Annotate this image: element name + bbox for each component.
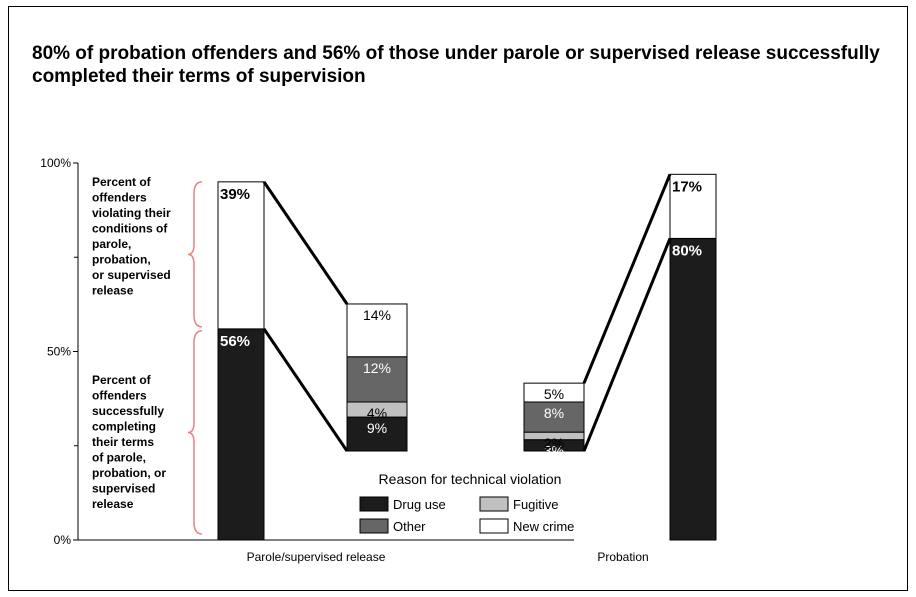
bar-successful	[217, 328, 265, 541]
breakdown-segment-new-crime	[346, 303, 408, 358]
legend-title: Reason for technical violation	[379, 471, 562, 487]
breakdown-label-fugitive: 4%	[367, 405, 387, 421]
legend-swatch-new-crime	[479, 518, 509, 534]
y-tick-label: 50%	[47, 345, 71, 359]
annotation-successful-line: successfully	[92, 404, 164, 418]
breakdown-label-new-crime: 5%	[544, 386, 564, 402]
breakdown-segment-new-crime	[523, 382, 585, 403]
breakdown-label-fugitive: 2%	[544, 435, 564, 451]
bar-violating-label: 39%	[220, 186, 250, 203]
y-tick-label: 0%	[54, 533, 72, 547]
annotation-violating-line: probation,	[92, 253, 151, 267]
bar-violating-label: 17%	[672, 178, 702, 195]
breakdown-label-new-crime: 14%	[363, 307, 391, 323]
annotation-successful-line: their terms	[92, 435, 154, 449]
annotation-successful-line: of parole,	[92, 451, 146, 465]
category-label: Parole/supervised release	[247, 550, 386, 564]
annotation-violating-line: release	[92, 284, 134, 298]
bar-successful-label: 80%	[672, 242, 702, 259]
legend-swatch-fugitive	[479, 496, 509, 512]
annotation-violating-line: or supervised	[92, 268, 171, 282]
legend-item-new-crime: New crime	[513, 519, 574, 534]
bar-successful	[669, 237, 717, 541]
annotation-successful-line: Percent of	[92, 373, 152, 387]
chart-title: 80% of probation offenders and 56% of th…	[32, 43, 880, 87]
annotation-violating-line: Percent of	[92, 175, 152, 189]
breakdown-label-other: 8%	[544, 405, 564, 421]
connector-line	[262, 181, 349, 305]
connector-line	[582, 237, 672, 452]
annotation-successful-line: release	[92, 497, 134, 511]
annotation-violating-line: conditions of	[92, 222, 168, 236]
y-tick-label: 100%	[40, 156, 71, 170]
annotation-successful-line: offenders	[92, 389, 147, 403]
annotation-successful-line: probation, or	[92, 466, 166, 480]
connector-line	[262, 328, 349, 452]
annotation-successful-line: supervised	[92, 482, 155, 496]
annotation-violating-line: violating their	[92, 206, 171, 220]
chart-frame	[8, 6, 908, 591]
breakdown-label-other: 12%	[363, 360, 391, 376]
bar-violating	[669, 173, 717, 239]
connector-line	[582, 173, 672, 384]
breakdown-segment-other	[523, 401, 585, 433]
breakdown-label-drug-use: 9%	[367, 420, 387, 436]
annotation-violating-line: parole,	[92, 237, 131, 251]
annotation-brace	[187, 330, 203, 535]
annotation-violating-line: offenders	[92, 191, 147, 205]
bar-violating	[217, 181, 265, 330]
annotation-brace	[187, 181, 203, 328]
bar-successful-label: 56%	[220, 333, 250, 350]
legend-item-drug-use: Drug use	[393, 497, 446, 512]
category-label: Probation	[597, 550, 648, 564]
legend-item-fugitive: Fugitive	[513, 497, 559, 512]
legend-swatch-drug-use	[359, 496, 389, 512]
annotation-successful-line: completing	[92, 420, 156, 434]
breakdown-label-drug-use: 3%	[544, 443, 564, 459]
legend-item-other: Other	[393, 519, 426, 534]
legend-swatch-other	[359, 518, 389, 534]
